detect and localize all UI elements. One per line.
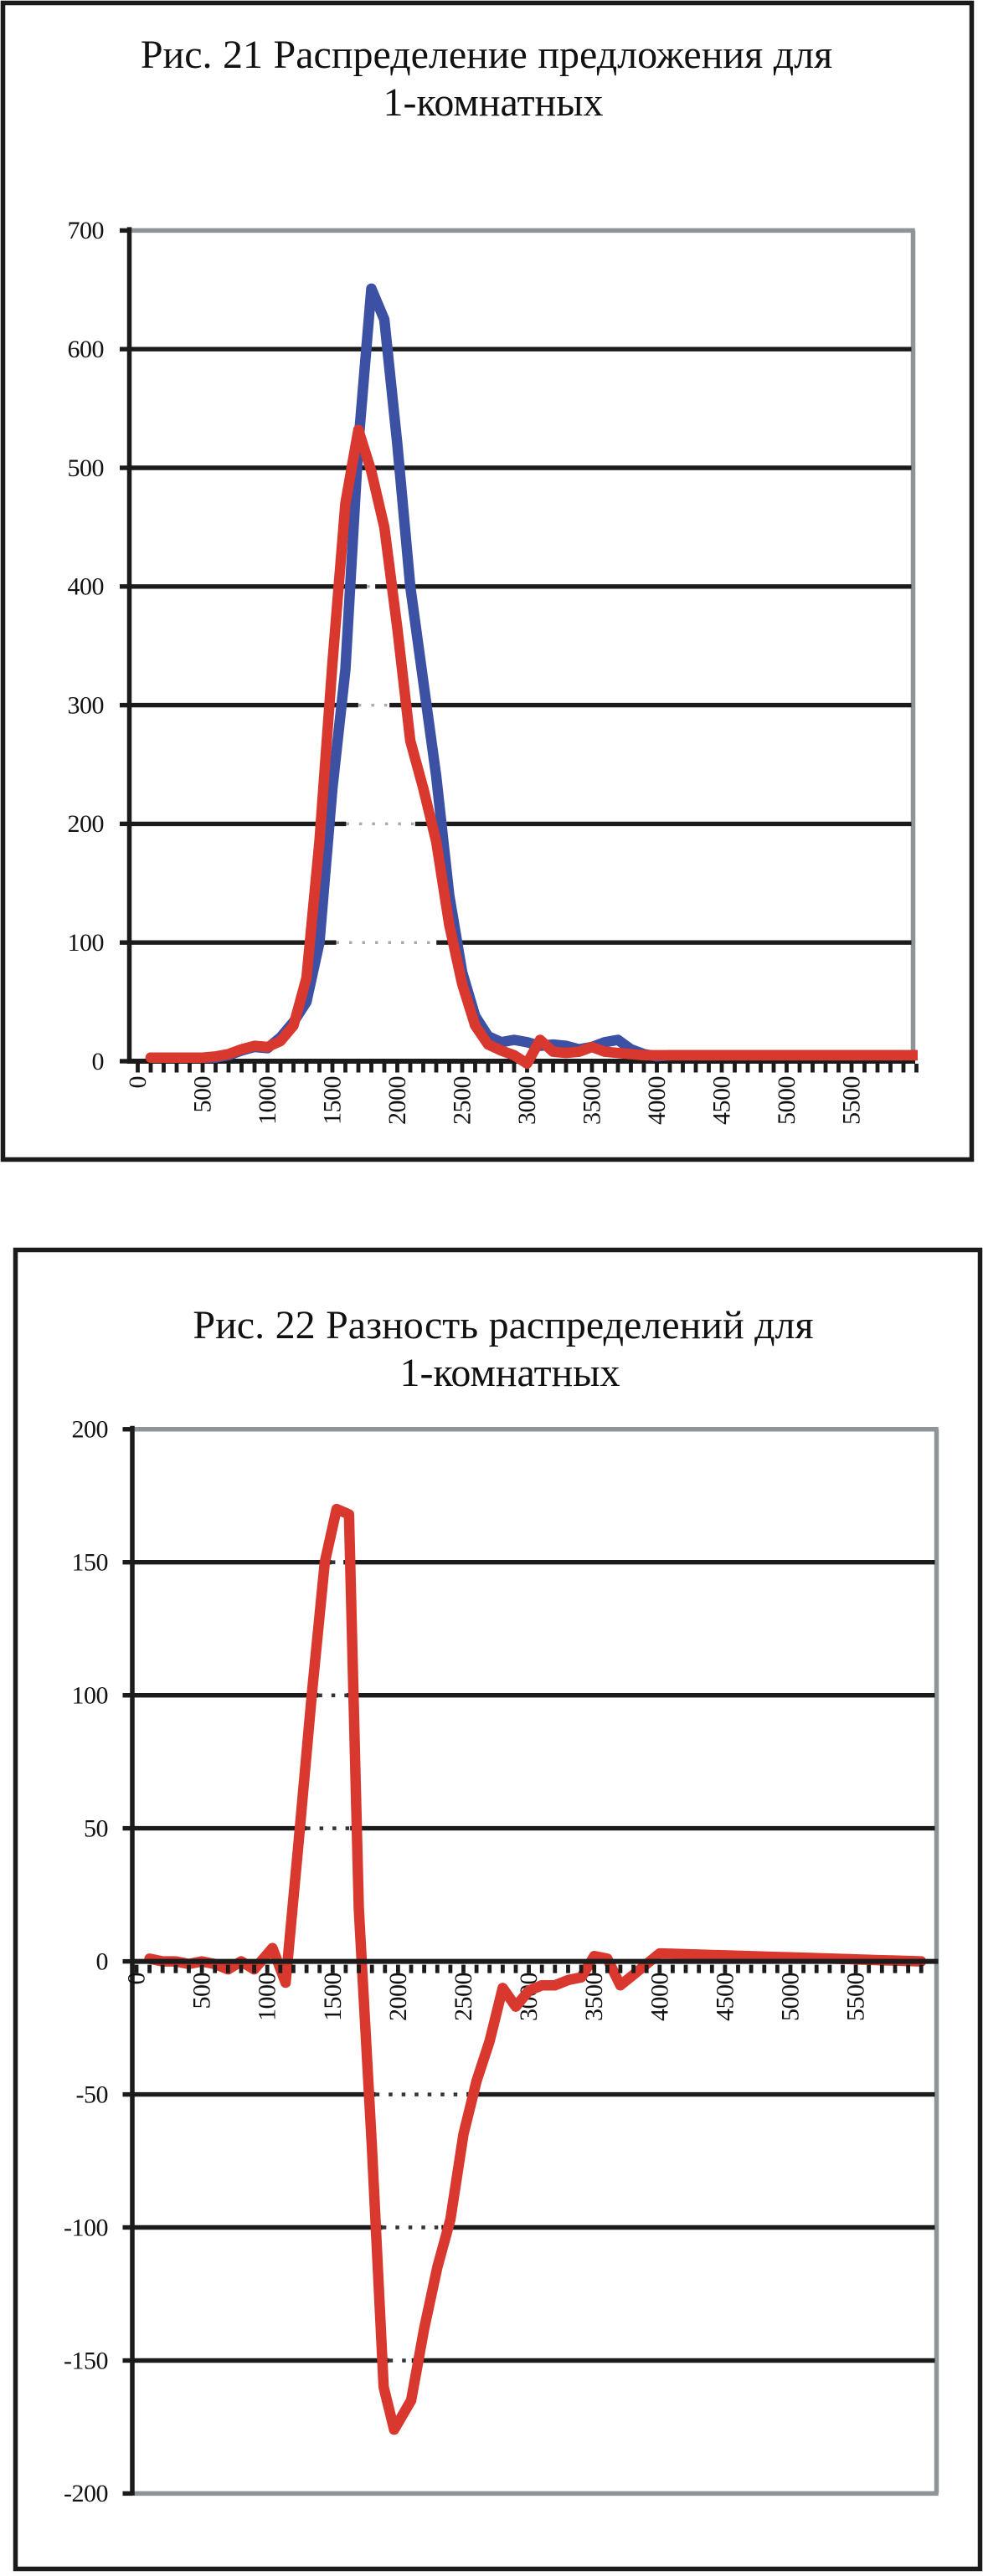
svg-text:4000: 4000: [646, 1973, 673, 2021]
svg-text:200: 200: [72, 1416, 109, 1444]
svg-text:600: 600: [68, 336, 105, 363]
svg-text:5500: 5500: [842, 1973, 870, 2021]
svg-text:500: 500: [189, 1076, 217, 1113]
svg-text:0: 0: [92, 1048, 105, 1075]
svg-text:5000: 5000: [777, 1973, 805, 2021]
svg-text:-50: -50: [76, 2081, 109, 2108]
svg-text:0: 0: [123, 1973, 151, 1985]
svg-text:2500: 2500: [450, 1973, 477, 2021]
svg-text:2500: 2500: [449, 1076, 476, 1125]
svg-text:3500: 3500: [579, 1076, 606, 1125]
svg-text:-100: -100: [64, 2214, 108, 2241]
svg-text:0: 0: [124, 1076, 152, 1089]
svg-text:500: 500: [68, 454, 105, 482]
svg-text:500: 500: [188, 1973, 216, 2009]
svg-text:-200: -200: [64, 2480, 108, 2507]
svg-text:700: 700: [68, 217, 105, 244]
svg-text:1000: 1000: [254, 1076, 281, 1125]
svg-text:4000: 4000: [643, 1076, 671, 1125]
svg-text:1-комнатных: 1-комнатных: [400, 1351, 620, 1395]
svg-text:400: 400: [68, 573, 105, 601]
svg-text:100: 100: [72, 1682, 109, 1710]
svg-text:1500: 1500: [319, 1076, 347, 1125]
svg-text:2000: 2000: [383, 1076, 411, 1125]
svg-text:200: 200: [68, 810, 105, 838]
svg-text:5500: 5500: [838, 1076, 866, 1125]
svg-text:Рис. 21 Распределение предложе: Рис. 21 Распределение предложения для: [141, 33, 832, 77]
svg-text:5000: 5000: [773, 1076, 800, 1125]
svg-text:1-комнатных: 1-комнатных: [383, 80, 604, 125]
svg-text:0: 0: [96, 1947, 109, 1975]
svg-text:150: 150: [72, 1549, 109, 1577]
svg-text:300: 300: [68, 691, 105, 719]
svg-text:4500: 4500: [708, 1076, 736, 1125]
svg-text:1000: 1000: [254, 1973, 281, 2021]
svg-text:2000: 2000: [384, 1973, 412, 2021]
svg-text:1500: 1500: [319, 1973, 347, 2021]
svg-text:-150: -150: [64, 2347, 108, 2374]
svg-text:4500: 4500: [711, 1973, 739, 2021]
svg-text:50: 50: [84, 1814, 108, 1842]
svg-text:3000: 3000: [513, 1076, 541, 1125]
svg-text:100: 100: [68, 929, 105, 957]
svg-text:Рис. 22 Разность распределений: Рис. 22 Разность распределений для: [193, 1303, 813, 1347]
